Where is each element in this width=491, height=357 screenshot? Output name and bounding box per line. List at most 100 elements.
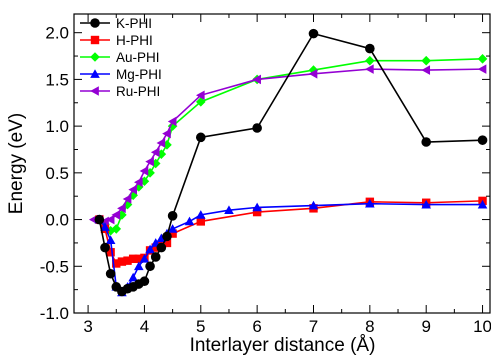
y-tick-label: -0.5 — [40, 257, 69, 276]
data-point-ru-phi — [117, 203, 126, 214]
legend-entry-k-phi: K-PHI — [80, 16, 152, 31]
y-tick-label: 2.0 — [45, 24, 69, 43]
data-point-ru-phi — [100, 216, 109, 227]
plot-frame — [73, 13, 491, 314]
x-axis-label: Interlayer distance (Å) — [190, 335, 376, 356]
data-point-h-phi — [112, 259, 121, 268]
plot-border — [73, 13, 491, 314]
data-point-ru-phi — [308, 69, 318, 79]
data-point-k-phi — [365, 43, 375, 54]
data-point-au-phi — [195, 97, 206, 107]
data-point-mg-phi — [156, 233, 167, 243]
data-point-ru-phi — [111, 210, 121, 220]
data-point-ru-phi — [134, 177, 143, 187]
data-point-mg-phi — [128, 272, 138, 282]
data-point-mg-phi — [195, 210, 206, 219]
data-point-au-phi — [421, 55, 431, 66]
data-point-k-phi — [156, 242, 167, 253]
data-point-h-phi — [123, 256, 132, 265]
data-point-mg-phi — [365, 198, 375, 208]
legend-entry-h-phi: H-PHI — [80, 33, 153, 48]
legend-marker-au-phi — [90, 52, 100, 62]
y-tick-label: 1.0 — [45, 117, 69, 136]
legend-label-au-phi: Au-PHI — [116, 50, 160, 65]
data-point-au-phi — [122, 199, 133, 210]
data-point-k-phi — [252, 123, 262, 133]
data-point-ru-phi — [156, 138, 166, 148]
legend-label-ru-phi: Ru-PHI — [116, 84, 160, 99]
data-point-h-phi — [168, 229, 177, 238]
data-point-mg-phi — [139, 254, 150, 263]
legend-marker-k-phi — [90, 18, 100, 28]
data-point-h-phi — [117, 257, 127, 266]
data-point-ru-phi — [145, 156, 154, 167]
data-point-k-phi — [477, 135, 488, 145]
data-point-ru-phi — [421, 65, 431, 75]
series-ru-phi — [88, 64, 487, 227]
data-point-mg-phi — [167, 224, 178, 233]
data-point-k-phi — [94, 214, 105, 225]
data-point-ru-phi — [105, 214, 115, 225]
data-point-k-phi — [100, 242, 110, 253]
series-layer — [88, 28, 488, 297]
data-point-h-phi — [151, 243, 160, 252]
data-point-h-phi — [134, 254, 144, 264]
tick-labels: 3 4 5 6 7 8 9 10 -1.0 -0.5 0.0 0.5 1.0 1.5 2.0 — [40, 24, 491, 336]
data-point-ru-phi — [122, 194, 132, 204]
x-tick-label: 7 — [309, 317, 318, 336]
data-point-ru-phi — [167, 116, 177, 127]
data-point-ru-phi — [139, 166, 149, 176]
legend-marker-h-phi — [90, 35, 100, 45]
data-point-au-phi — [365, 55, 375, 66]
data-point-k-phi — [167, 211, 178, 221]
data-point-mg-phi — [145, 244, 155, 254]
x-tick-label: 3 — [83, 317, 92, 336]
data-point-au-phi — [111, 224, 122, 234]
legend-label-h-phi: H-PHI — [116, 33, 153, 48]
legend-entry-au-phi: Au-PHI — [80, 50, 160, 65]
data-point-mg-phi — [421, 199, 431, 209]
data-point-ru-phi — [195, 90, 205, 101]
x-tick-label: 4 — [140, 317, 149, 336]
x-tick-label: 6 — [252, 317, 261, 336]
data-point-au-phi — [139, 176, 150, 187]
data-point-k-phi — [195, 132, 206, 143]
y-tick-label: 0.5 — [45, 164, 69, 183]
y-axis-label: Energy (eV) — [6, 113, 27, 214]
data-point-au-phi — [477, 54, 488, 64]
legend-marker-ru-phi — [90, 86, 99, 96]
y-tick-label: -1.0 — [40, 304, 69, 323]
legend-entry-mg-phi: Mg-PHI — [80, 67, 162, 82]
legend-label-mg-phi: Mg-PHI — [116, 67, 162, 82]
data-point-ru-phi — [365, 64, 374, 74]
legend-label-k-phi: K-PHI — [116, 16, 152, 31]
data-point-mg-phi — [224, 205, 234, 215]
data-point-k-phi — [145, 261, 155, 272]
x-tick-label: 5 — [196, 317, 205, 336]
data-point-k-phi — [162, 231, 172, 242]
data-point-h-phi — [128, 254, 138, 264]
y-tick-label: 1.5 — [45, 70, 69, 89]
y-tick-label: 0.0 — [45, 211, 69, 230]
x-tick-label: 8 — [365, 317, 374, 336]
data-point-k-phi — [150, 252, 161, 262]
data-point-h-phi — [106, 248, 115, 257]
legend-entry-ru-phi: Ru-PHI — [80, 84, 160, 99]
data-point-k-phi — [105, 268, 116, 279]
data-point-mg-phi — [184, 216, 195, 226]
data-point-k-phi — [139, 276, 150, 287]
data-point-mg-phi — [477, 199, 488, 209]
data-point-mg-phi — [252, 202, 262, 212]
legend: K-PHI H-PHI Au-PHI Mg-PHI Ru-PHI — [80, 16, 162, 99]
data-point-ru-phi — [128, 184, 138, 195]
data-point-ru-phi — [150, 147, 160, 158]
data-point-h-phi — [252, 207, 262, 217]
data-point-h-phi — [196, 217, 205, 226]
data-point-mg-phi — [134, 261, 144, 271]
data-point-ru-phi — [477, 64, 487, 74]
legend-marker-mg-phi — [90, 69, 100, 78]
x-tick-label: 10 — [473, 317, 491, 336]
data-point-ru-phi — [162, 128, 171, 139]
axis-ticks — [74, 14, 490, 314]
